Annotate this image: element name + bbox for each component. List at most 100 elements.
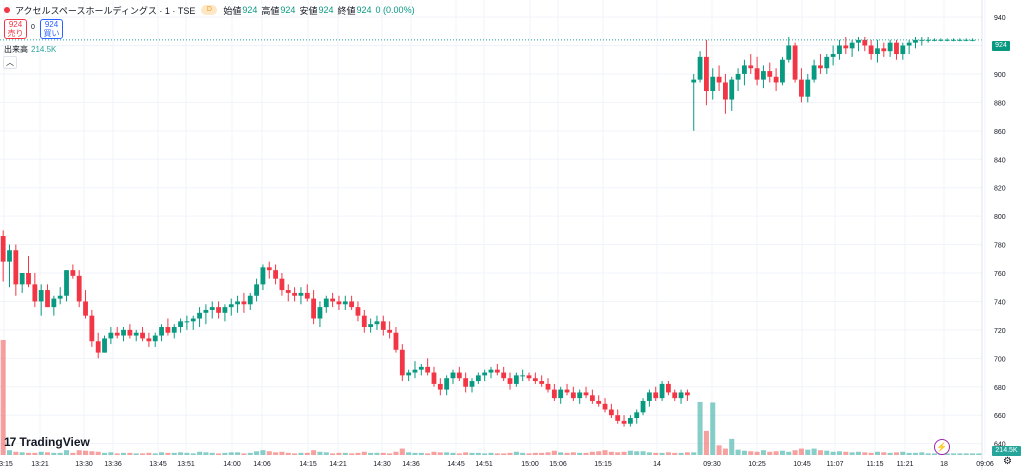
volume-bar (754, 451, 760, 455)
candle (266, 261, 272, 279)
candle (938, 38, 944, 42)
volume-bar (931, 453, 938, 455)
volume-bar (399, 448, 405, 455)
volume-bar (615, 452, 621, 455)
price-tick-label: 860 (994, 129, 1006, 136)
candle-body (539, 381, 545, 384)
candle-body (412, 369, 418, 373)
volume-bar (273, 452, 279, 455)
volume-bar (494, 453, 500, 455)
candle (482, 369, 488, 382)
candle (786, 36, 792, 63)
candle (406, 369, 412, 382)
candle (665, 381, 671, 396)
chevron-up-icon[interactable]: ︿ (3, 56, 17, 69)
candle (723, 73, 728, 114)
volume-bar (70, 452, 76, 455)
price-axis[interactable]: 640 660 680 700 720 740 760 780 800 820 840 860 880 9… (994, 15, 1006, 449)
candle-body (298, 292, 304, 296)
volume-bar (380, 452, 386, 455)
time-tick-label: 13:15 (0, 461, 13, 468)
time-tick-label: 14:21 (329, 461, 347, 468)
candle-body (938, 39, 944, 41)
candle (330, 292, 336, 308)
time-axis[interactable]: 13:15 13:21 13:30 13:36 13:45 13:51 14:00 14:06… (0, 461, 994, 468)
volume-bar (393, 451, 399, 455)
volume-bar (13, 451, 19, 455)
bolt-icon[interactable]: ⚡ (934, 439, 950, 455)
candle-body (165, 327, 171, 333)
candle-body (57, 295, 63, 299)
candle (691, 73, 697, 131)
candle (273, 264, 279, 285)
volume-bar (444, 452, 450, 455)
volume-bar (184, 452, 190, 455)
candle-body (678, 392, 684, 399)
price-tick-label: 880 (994, 100, 1006, 107)
candle (716, 65, 722, 91)
time-tick-label: 13:45 (149, 461, 167, 468)
candle-body (317, 307, 323, 319)
candle (285, 284, 291, 302)
volume-bar (786, 451, 792, 455)
candle (551, 383, 557, 401)
candle-body (558, 389, 564, 399)
volume-bar (608, 451, 614, 455)
volume-bar (507, 452, 513, 455)
volume-bar (247, 452, 253, 455)
symbol-title[interactable]: アクセルスペースホールディングス · 1 · TSE (15, 5, 196, 16)
volume-bar (836, 451, 842, 455)
volume-bar (266, 451, 272, 455)
high-label: 高値 (261, 5, 280, 16)
candle-body (114, 332, 120, 336)
volume-bar (634, 451, 640, 455)
candle-body (773, 76, 779, 83)
candle-body (304, 292, 310, 299)
tradingview-logo[interactable]: 17 TradingView (4, 435, 90, 449)
time-tick-label: 11:15 (867, 461, 884, 468)
volume-bar (912, 452, 919, 455)
candle (608, 403, 614, 419)
candle-body (792, 45, 798, 80)
candle-body (786, 45, 792, 60)
price-tick-label: 840 (994, 157, 1006, 164)
candle-body (311, 298, 317, 319)
volume-bar (482, 453, 488, 455)
candle (114, 327, 120, 339)
candle (494, 364, 500, 376)
candle (925, 36, 931, 43)
candle-body (570, 392, 576, 399)
candle-body (659, 383, 665, 399)
candle-body (121, 329, 126, 336)
volume-legend[interactable]: 出来高 214.5K (4, 44, 56, 55)
candle-body (437, 383, 443, 390)
candle-body (608, 409, 614, 416)
last-price-tag: 924 (992, 41, 1010, 51)
candle-body (38, 290, 44, 302)
buy-price: 924 (44, 20, 59, 29)
candle (317, 301, 323, 328)
volume-bar (805, 449, 811, 455)
volume-bar (513, 451, 519, 455)
volume-bar (178, 452, 184, 455)
candle-body (526, 375, 532, 379)
volume-bar (209, 452, 215, 455)
candle-body (127, 329, 133, 336)
candle-body (216, 307, 221, 313)
sell-button[interactable]: 924 売り (4, 19, 27, 39)
volume-bar (44, 452, 51, 455)
volume-bar (811, 448, 817, 455)
volume-bar (621, 451, 627, 455)
candle-body (19, 273, 25, 285)
symbol-header[interactable]: アクセルスペースホールディングス · 1 · TSE D 始値 924 高値 9… (4, 3, 415, 17)
candle-body (108, 332, 114, 339)
gear-icon[interactable]: ⚙ (1003, 456, 1012, 467)
delay-badge[interactable]: D (201, 5, 218, 15)
buy-button[interactable]: 924 買い (40, 19, 63, 39)
candle (7, 244, 12, 288)
candle-body (355, 307, 361, 316)
candle-body (729, 79, 735, 100)
volume-bar (640, 451, 646, 455)
candle-body (399, 349, 405, 376)
